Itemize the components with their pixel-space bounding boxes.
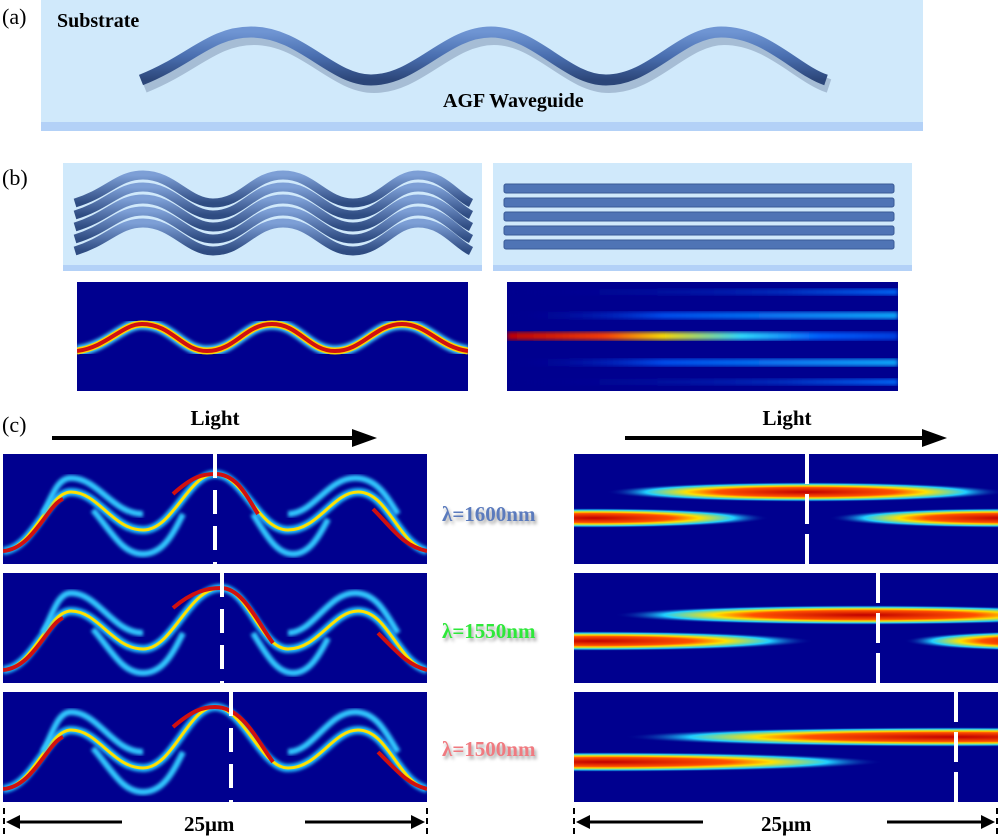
straight-field-map-1600nm [574,454,998,564]
scale-label-right: 25μm [757,812,816,837]
wavelength-label-1550: λ=1550nm [442,619,536,643]
panel-b-label: (b) [2,165,28,190]
straight-field-map-1500nm [574,692,998,802]
substrate-base [493,265,912,271]
substrate-base [41,122,923,131]
waveguide-label: AGF Waveguide [443,90,584,112]
panel-b-curved-field-map [77,282,468,391]
light-arrow-left-icon [52,429,377,447]
light-label-right: Light [762,406,812,430]
scale-bar-right-icon [573,808,998,838]
scale-label-left: 25μm [180,812,239,837]
straight-field-map-1550nm [574,573,998,683]
curved-waveguide-array-icon [73,170,474,256]
straight-waveguide-array-icon [503,183,895,250]
substrate-label: Substrate [57,10,140,32]
panel-b-curved-substrate [63,163,482,271]
light-label-left: Light [190,406,240,430]
light-arrow-right-icon [625,429,947,447]
panel-a-substrate: Substrate AGF Waveguide [41,0,923,131]
curved-field-map-1600nm [3,454,427,564]
agf-waveguide-icon [138,26,832,94]
scale-bar-left-icon [3,808,428,838]
panel-b-straight-substrate [493,163,912,271]
wavelength-label-1500: λ=1500nm [442,737,536,761]
wavelength-label-1600: λ=1600nm [442,502,536,526]
panel-b-straight-field-map [507,282,898,391]
panel-a-label: (a) [2,4,27,29]
curved-field-map-1550nm [3,573,427,683]
substrate-base [63,265,482,271]
panel-c-label: (c) [2,412,27,437]
curved-field-map-1500nm [3,692,427,802]
